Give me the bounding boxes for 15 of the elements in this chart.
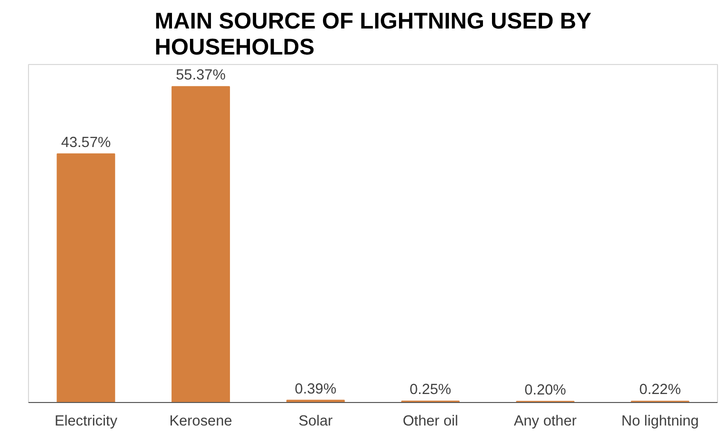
data-label: 0.22% [639, 382, 681, 398]
x-tick-label: Kerosene [169, 414, 232, 430]
x-tick-label: Any other [514, 414, 577, 430]
data-label: 0.39% [294, 381, 336, 398]
data-label: 43.57% [61, 134, 111, 151]
bar [172, 86, 230, 402]
x-tick-label: No lightning [621, 414, 699, 430]
data-label: 55.37% [176, 68, 226, 84]
x-tick-label: Other oil [402, 414, 458, 430]
data-label: 0.25% [410, 382, 452, 398]
bar [56, 153, 116, 402]
chart-title: MAIN SOURCE OF LIGHTNING USED BY HOUSEHOLDS [154, 8, 592, 60]
data-label: 0.20% [524, 382, 566, 398]
x-tick-label: Electricity [54, 414, 118, 430]
x-tick-label: Solar [298, 414, 333, 430]
